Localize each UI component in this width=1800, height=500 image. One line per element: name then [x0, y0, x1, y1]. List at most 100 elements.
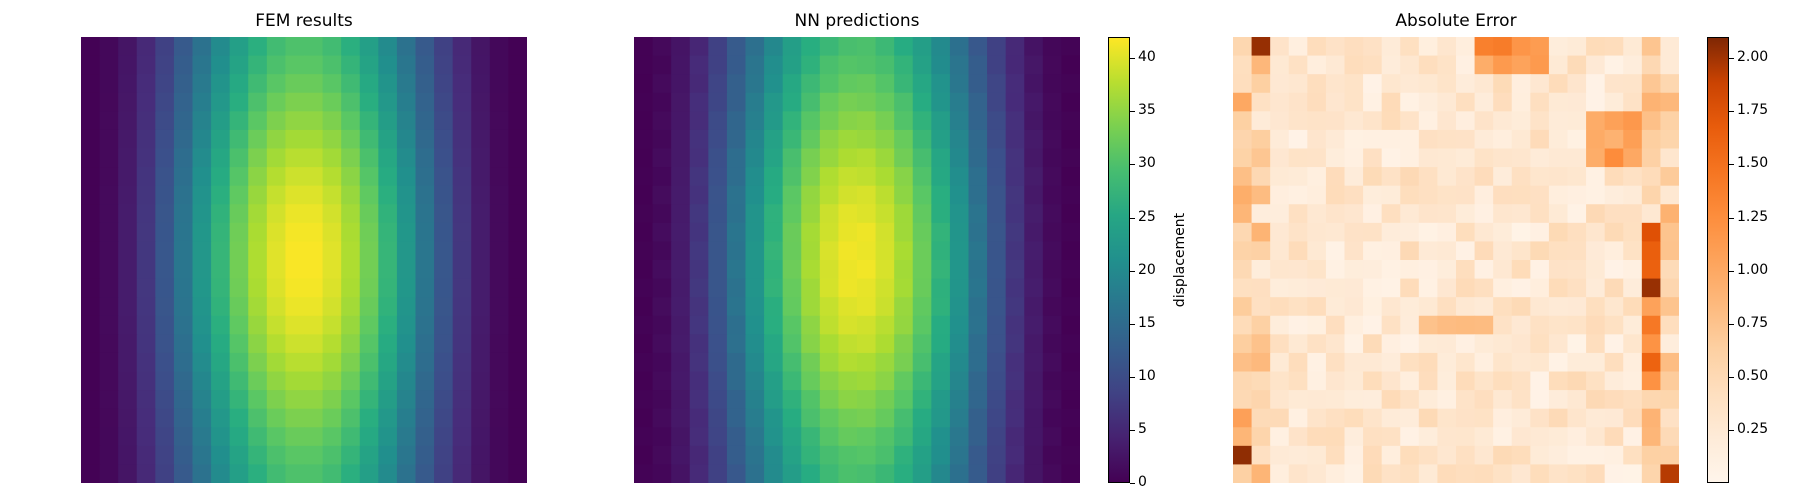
nn-cell — [987, 37, 1007, 57]
err-cell — [1437, 204, 1457, 224]
nn-cell — [1024, 185, 1044, 205]
fem-cell — [489, 427, 510, 447]
err-cell — [1288, 315, 1308, 335]
err-cell — [1511, 222, 1531, 243]
err-cell — [1418, 390, 1439, 410]
nn-cell — [987, 427, 1007, 447]
fem-cell — [378, 185, 398, 205]
err-cell — [1400, 297, 1420, 317]
fem-cell — [81, 55, 101, 75]
fem-cell — [136, 464, 156, 483]
displacement-tick-label: 5 — [1138, 420, 1147, 437]
nn-cell — [652, 445, 672, 466]
nn-cell — [857, 148, 877, 168]
fem-cell — [81, 241, 101, 261]
nn-cell — [912, 37, 932, 57]
fem-cell — [229, 129, 249, 150]
fem-cell — [434, 408, 454, 428]
err-cell — [1270, 315, 1290, 335]
err-cell — [1307, 334, 1327, 354]
nn-cell — [801, 167, 821, 187]
nn-cell — [708, 222, 728, 243]
fem-cell — [341, 445, 361, 466]
nn-cell — [931, 260, 951, 280]
nn-cell — [894, 445, 914, 466]
fem-cell — [266, 241, 287, 261]
fem-cell — [378, 278, 398, 298]
nn-cell — [875, 297, 895, 317]
fem-cell — [266, 445, 287, 466]
fem-cell — [396, 408, 417, 428]
err-cell — [1623, 92, 1643, 112]
err-cell — [1270, 371, 1290, 391]
nn-cell — [949, 427, 970, 447]
fem-cell — [136, 334, 156, 354]
nn-cell — [1061, 427, 1080, 447]
err-cell — [1586, 55, 1606, 75]
err-cell — [1474, 260, 1494, 280]
fem-cell — [359, 111, 379, 131]
fem-cell — [248, 297, 268, 317]
fem-cell — [489, 390, 510, 410]
nn-cell — [1042, 427, 1063, 447]
err-cell — [1251, 278, 1271, 298]
fem-cell — [322, 111, 342, 131]
fem-cell — [266, 334, 287, 354]
fem-cell — [415, 204, 435, 224]
nn-cell — [708, 111, 728, 131]
err-cell — [1511, 464, 1531, 483]
nn-cell — [1024, 371, 1044, 391]
err-cell — [1307, 167, 1327, 187]
fem-cell — [99, 74, 119, 94]
err-cell — [1604, 334, 1624, 354]
fem-cell — [489, 129, 510, 150]
err-cell — [1233, 241, 1253, 261]
fem-cell — [266, 37, 287, 57]
fem-cell — [471, 92, 491, 112]
err-cell — [1567, 464, 1587, 483]
fem-cell — [304, 408, 324, 428]
fem-cell — [173, 129, 194, 150]
nn-cell — [838, 297, 858, 317]
err-cell — [1567, 445, 1587, 466]
nn-cell — [838, 148, 858, 168]
err-cell — [1567, 260, 1587, 280]
nn-cell — [857, 260, 877, 280]
err-cell — [1381, 148, 1401, 168]
err-cell — [1567, 167, 1587, 187]
fem-cell — [452, 204, 472, 224]
err-cell — [1363, 241, 1383, 261]
error-title: Absolute Error — [1395, 11, 1517, 31]
nn-cell — [838, 92, 858, 112]
nn-cell — [726, 167, 747, 187]
fem-cell — [304, 334, 324, 354]
err-cell — [1418, 222, 1439, 243]
fem-cell — [192, 352, 212, 373]
nn-cell — [1042, 185, 1063, 205]
fem-cell — [192, 334, 212, 354]
nn-cell — [875, 427, 895, 447]
fem-cell — [359, 334, 379, 354]
nn-cell — [1042, 167, 1063, 187]
nn-cell — [689, 55, 709, 75]
fem-cell — [508, 352, 527, 373]
nn-cell — [987, 129, 1007, 150]
fem-cell — [136, 390, 156, 410]
err-cell — [1233, 408, 1253, 428]
err-cell — [1307, 37, 1327, 57]
fem-cell — [192, 297, 212, 317]
err-cell — [1660, 148, 1679, 168]
err-cell — [1288, 148, 1308, 168]
fem-cell — [415, 148, 435, 168]
nn-cell — [745, 74, 765, 94]
err-cell — [1604, 464, 1624, 483]
err-cell — [1660, 74, 1679, 94]
err-cell — [1641, 297, 1662, 317]
nn-cell — [782, 74, 802, 94]
err-cell — [1660, 167, 1679, 187]
nn-cell — [838, 204, 858, 224]
err-cell — [1511, 167, 1531, 187]
err-cell — [1641, 315, 1662, 335]
nn-cell — [764, 204, 784, 224]
err-cell — [1660, 408, 1679, 428]
